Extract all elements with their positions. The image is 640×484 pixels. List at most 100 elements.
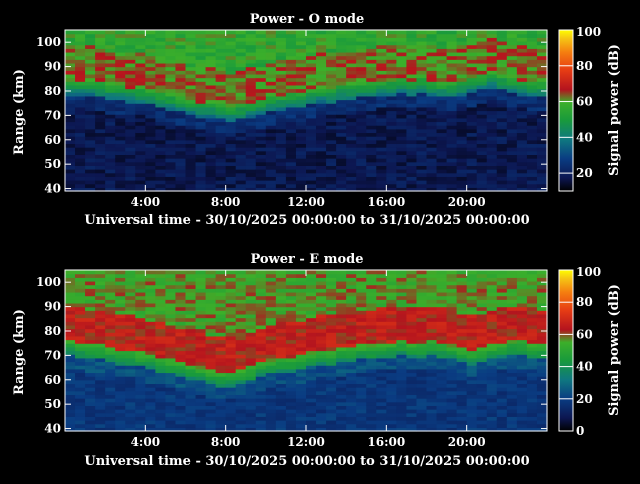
heatmap-cell bbox=[285, 295, 297, 300]
heatmap-cell bbox=[316, 270, 327, 275]
heatmap-cell bbox=[285, 357, 297, 363]
heatmap-cell bbox=[406, 310, 418, 315]
heatmap-cell bbox=[225, 288, 237, 293]
heatmap-cell bbox=[245, 132, 257, 137]
heatmap-cell bbox=[316, 339, 327, 344]
heatmap-cell bbox=[346, 357, 357, 363]
heatmap-cell bbox=[536, 114, 548, 119]
heatmap-cell bbox=[346, 412, 357, 417]
heatmap-cell bbox=[195, 128, 207, 134]
heatmap-cell bbox=[356, 37, 367, 42]
heatmap-cell bbox=[285, 143, 297, 148]
heatmap-cell bbox=[75, 66, 86, 71]
heatmap-cell bbox=[265, 310, 277, 315]
heatmap-cell bbox=[446, 317, 458, 322]
heatmap-cell bbox=[436, 313, 448, 319]
heatmap-cell bbox=[486, 270, 498, 275]
heatmap-cell bbox=[135, 40, 146, 46]
heatmap-cell bbox=[376, 147, 387, 152]
heatmap-cell bbox=[295, 81, 307, 86]
heatmap-cell bbox=[426, 92, 438, 97]
heatmap-cell bbox=[85, 154, 96, 159]
heatmap-cell bbox=[506, 394, 518, 399]
heatmap-cell bbox=[205, 346, 217, 352]
heatmap-cell bbox=[75, 143, 86, 148]
heatmap-cell bbox=[346, 88, 357, 93]
heatmap-cell bbox=[396, 321, 408, 326]
heatmap-cell bbox=[516, 361, 528, 366]
heatmap-cell bbox=[456, 187, 468, 192]
heatmap-cell bbox=[506, 427, 518, 432]
heatmap-cell bbox=[396, 423, 408, 428]
heatmap-cell bbox=[295, 416, 307, 421]
heatmap-cell bbox=[366, 143, 377, 148]
heatmap-cell bbox=[95, 427, 106, 432]
heatmap-cell bbox=[205, 73, 217, 79]
heatmap-cell bbox=[506, 372, 518, 377]
heatmap-cell bbox=[95, 335, 106, 341]
heatmap-cell bbox=[285, 165, 297, 170]
heatmap-cell bbox=[436, 379, 448, 385]
heatmap-cell bbox=[526, 280, 538, 286]
heatmap-cell bbox=[336, 416, 347, 421]
heatmap-cell bbox=[215, 158, 227, 163]
heatmap-cell bbox=[366, 84, 377, 90]
heatmap-cell bbox=[376, 405, 387, 410]
heatmap-cell bbox=[426, 332, 438, 337]
heatmap-cell bbox=[65, 409, 76, 414]
heatmap-cell bbox=[316, 409, 327, 414]
heatmap-cell bbox=[496, 387, 508, 392]
heatmap-cell bbox=[215, 365, 227, 370]
heatmap-cell bbox=[456, 33, 468, 38]
heatmap-cell bbox=[446, 169, 458, 174]
heatmap-cell bbox=[255, 176, 267, 181]
heatmap-cell bbox=[526, 405, 538, 410]
heatmap-cell bbox=[426, 169, 438, 174]
heatmap-cell bbox=[135, 376, 146, 381]
heatmap-cell bbox=[205, 332, 217, 337]
heatmap-cell bbox=[225, 409, 237, 414]
heatmap-cell bbox=[536, 416, 548, 421]
heatmap-cell bbox=[255, 187, 267, 192]
heatmap-cell bbox=[306, 376, 317, 381]
heatmap-cell bbox=[496, 321, 508, 326]
heatmap-cell bbox=[85, 165, 96, 170]
heatmap-cell bbox=[185, 66, 197, 71]
heatmap-cell bbox=[105, 361, 116, 366]
heatmap-cell bbox=[235, 33, 247, 38]
heatmap-cell bbox=[145, 73, 156, 79]
heatmap-cell bbox=[95, 339, 106, 344]
heatmap-cell bbox=[295, 401, 307, 406]
heatmap-cell bbox=[316, 62, 327, 68]
heatmap-cell bbox=[145, 70, 156, 75]
heatmap-cell bbox=[306, 128, 317, 134]
heatmap-cell bbox=[65, 321, 76, 326]
heatmap-cell bbox=[486, 136, 498, 141]
heatmap-cell bbox=[386, 51, 397, 57]
heatmap-cell bbox=[436, 427, 448, 432]
heatmap-cell bbox=[215, 183, 227, 188]
heatmap-cell bbox=[225, 310, 237, 315]
heatmap-cell bbox=[336, 270, 347, 275]
heatmap-cell bbox=[95, 390, 106, 396]
heatmap-cell bbox=[85, 158, 96, 163]
heatmap-cell bbox=[336, 136, 347, 141]
heatmap-cell bbox=[496, 172, 508, 177]
heatmap-cell bbox=[245, 62, 257, 68]
heatmap-cell bbox=[376, 180, 387, 185]
heatmap-cell bbox=[486, 335, 498, 341]
heatmap-cell bbox=[486, 95, 498, 101]
heatmap-cell bbox=[496, 361, 508, 366]
heatmap-cell bbox=[336, 368, 347, 374]
heatmap-cell bbox=[245, 324, 257, 330]
heatmap-cell bbox=[235, 30, 247, 35]
heatmap-cell bbox=[446, 299, 458, 304]
heatmap-cell bbox=[105, 44, 116, 49]
heatmap-cell bbox=[155, 376, 167, 381]
heatmap-cell bbox=[155, 95, 167, 101]
heatmap-cell bbox=[245, 412, 257, 417]
heatmap-cell bbox=[376, 169, 387, 174]
heatmap-cell bbox=[225, 423, 237, 428]
heatmap-cell bbox=[95, 376, 106, 381]
